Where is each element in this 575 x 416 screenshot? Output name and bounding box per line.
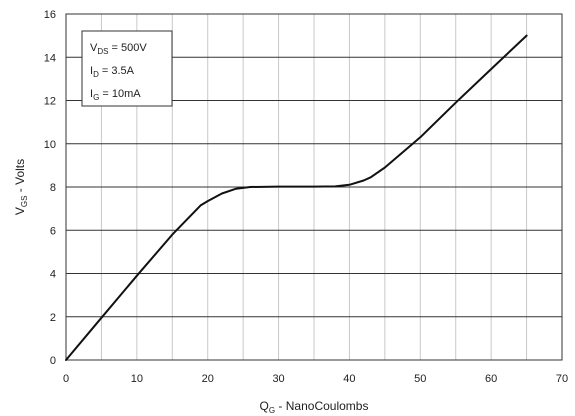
y-tick-label: 6 [50,225,56,237]
legend-box: VDS = 500V ID = 3.5A IG = 10mA [82,31,172,106]
x-tick-label: 50 [414,373,426,385]
y-tick-label: 4 [50,269,56,281]
x-axis-title: QG - NanoCoulombs [260,399,369,415]
x-tick-label: 20 [202,373,214,385]
x-tick-label: 60 [485,373,497,385]
x-tick-label: 10 [131,373,143,385]
y-tick-label: 12 [44,96,56,108]
y-tick-label: 8 [50,182,56,194]
y-tick-label: 10 [44,139,56,151]
x-tick-label: 0 [63,373,69,385]
x-tick-label: 40 [343,373,355,385]
y-tick-label: 0 [50,355,56,367]
y-tick-label: 14 [44,52,56,64]
y-axis-title: VGS - Volts [13,159,29,215]
x-tick-label: 70 [556,373,568,385]
y-tick-label: 16 [44,9,56,21]
y-tick-label: 2 [50,312,56,324]
y-axis-ticks: 0 2 4 6 8 10 12 14 16 [44,9,56,367]
x-tick-label: 30 [272,373,284,385]
x-axis-ticks: 0 10 20 30 40 50 60 70 [63,373,568,385]
